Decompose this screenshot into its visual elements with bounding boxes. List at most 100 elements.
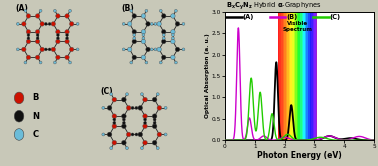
Bar xyxy=(289,12,290,140)
Circle shape xyxy=(36,55,40,60)
Circle shape xyxy=(26,30,31,34)
Circle shape xyxy=(135,133,138,136)
Circle shape xyxy=(152,114,157,119)
Circle shape xyxy=(26,14,31,18)
Circle shape xyxy=(16,22,19,25)
Circle shape xyxy=(39,9,42,12)
Circle shape xyxy=(141,55,146,60)
Circle shape xyxy=(161,55,166,60)
Circle shape xyxy=(142,37,145,40)
Circle shape xyxy=(66,34,68,37)
Circle shape xyxy=(112,124,117,128)
Circle shape xyxy=(14,92,24,104)
Circle shape xyxy=(112,97,117,102)
Bar xyxy=(314,12,316,140)
Circle shape xyxy=(65,39,69,44)
Circle shape xyxy=(162,37,165,40)
Circle shape xyxy=(14,110,24,122)
Circle shape xyxy=(56,34,59,37)
Bar xyxy=(287,12,289,140)
Bar xyxy=(281,12,282,140)
Circle shape xyxy=(102,133,105,136)
Circle shape xyxy=(172,37,174,40)
Circle shape xyxy=(107,106,112,110)
Circle shape xyxy=(143,140,147,145)
Circle shape xyxy=(39,61,42,64)
Circle shape xyxy=(141,14,146,18)
Circle shape xyxy=(153,121,156,124)
Circle shape xyxy=(36,37,39,40)
Circle shape xyxy=(150,48,153,51)
Circle shape xyxy=(141,147,143,150)
Circle shape xyxy=(146,47,150,52)
Circle shape xyxy=(141,93,143,96)
Circle shape xyxy=(24,9,27,12)
Circle shape xyxy=(36,34,39,37)
Circle shape xyxy=(22,22,26,26)
Circle shape xyxy=(138,106,143,110)
Circle shape xyxy=(102,106,105,109)
Bar xyxy=(292,12,294,140)
Circle shape xyxy=(112,140,117,145)
Circle shape xyxy=(53,9,56,12)
Circle shape xyxy=(143,124,147,128)
Circle shape xyxy=(112,114,117,119)
Circle shape xyxy=(161,14,166,18)
Circle shape xyxy=(113,118,116,121)
Circle shape xyxy=(69,9,71,12)
Circle shape xyxy=(132,55,136,60)
Circle shape xyxy=(76,48,79,51)
Circle shape xyxy=(26,55,31,60)
Circle shape xyxy=(182,48,185,51)
Circle shape xyxy=(143,97,147,102)
Circle shape xyxy=(132,39,136,44)
Bar xyxy=(286,12,287,140)
Circle shape xyxy=(162,34,165,37)
Circle shape xyxy=(152,140,157,145)
Text: (C): (C) xyxy=(101,87,113,96)
Circle shape xyxy=(175,61,177,64)
Circle shape xyxy=(14,129,24,140)
Bar xyxy=(279,12,281,140)
Circle shape xyxy=(175,9,177,12)
Bar xyxy=(278,12,279,140)
Text: N: N xyxy=(33,112,40,121)
Circle shape xyxy=(171,39,175,44)
Circle shape xyxy=(131,106,134,109)
Circle shape xyxy=(56,37,59,40)
Circle shape xyxy=(142,34,145,37)
Circle shape xyxy=(157,47,161,52)
Circle shape xyxy=(157,22,161,26)
Circle shape xyxy=(65,55,69,60)
Circle shape xyxy=(70,47,74,52)
Circle shape xyxy=(51,22,56,26)
Circle shape xyxy=(154,48,157,51)
Circle shape xyxy=(56,55,60,60)
Text: B: B xyxy=(33,93,39,102)
Circle shape xyxy=(126,106,131,110)
Circle shape xyxy=(122,118,125,121)
Text: (A): (A) xyxy=(15,4,28,13)
Circle shape xyxy=(122,124,126,128)
Text: (C): (C) xyxy=(330,14,341,20)
Circle shape xyxy=(152,97,157,102)
Circle shape xyxy=(132,30,136,34)
Circle shape xyxy=(70,22,74,26)
Circle shape xyxy=(133,34,136,37)
Circle shape xyxy=(159,61,162,64)
Circle shape xyxy=(161,30,166,34)
Circle shape xyxy=(36,39,40,44)
Bar xyxy=(316,12,318,140)
Circle shape xyxy=(145,61,148,64)
Text: (B): (B) xyxy=(121,4,134,13)
Circle shape xyxy=(113,121,116,124)
Bar xyxy=(300,12,302,140)
Bar xyxy=(305,12,306,140)
Circle shape xyxy=(53,61,56,64)
Circle shape xyxy=(161,39,166,44)
Circle shape xyxy=(141,39,146,44)
Circle shape xyxy=(24,61,27,64)
Circle shape xyxy=(65,14,69,18)
Circle shape xyxy=(138,132,143,137)
Circle shape xyxy=(171,30,175,34)
